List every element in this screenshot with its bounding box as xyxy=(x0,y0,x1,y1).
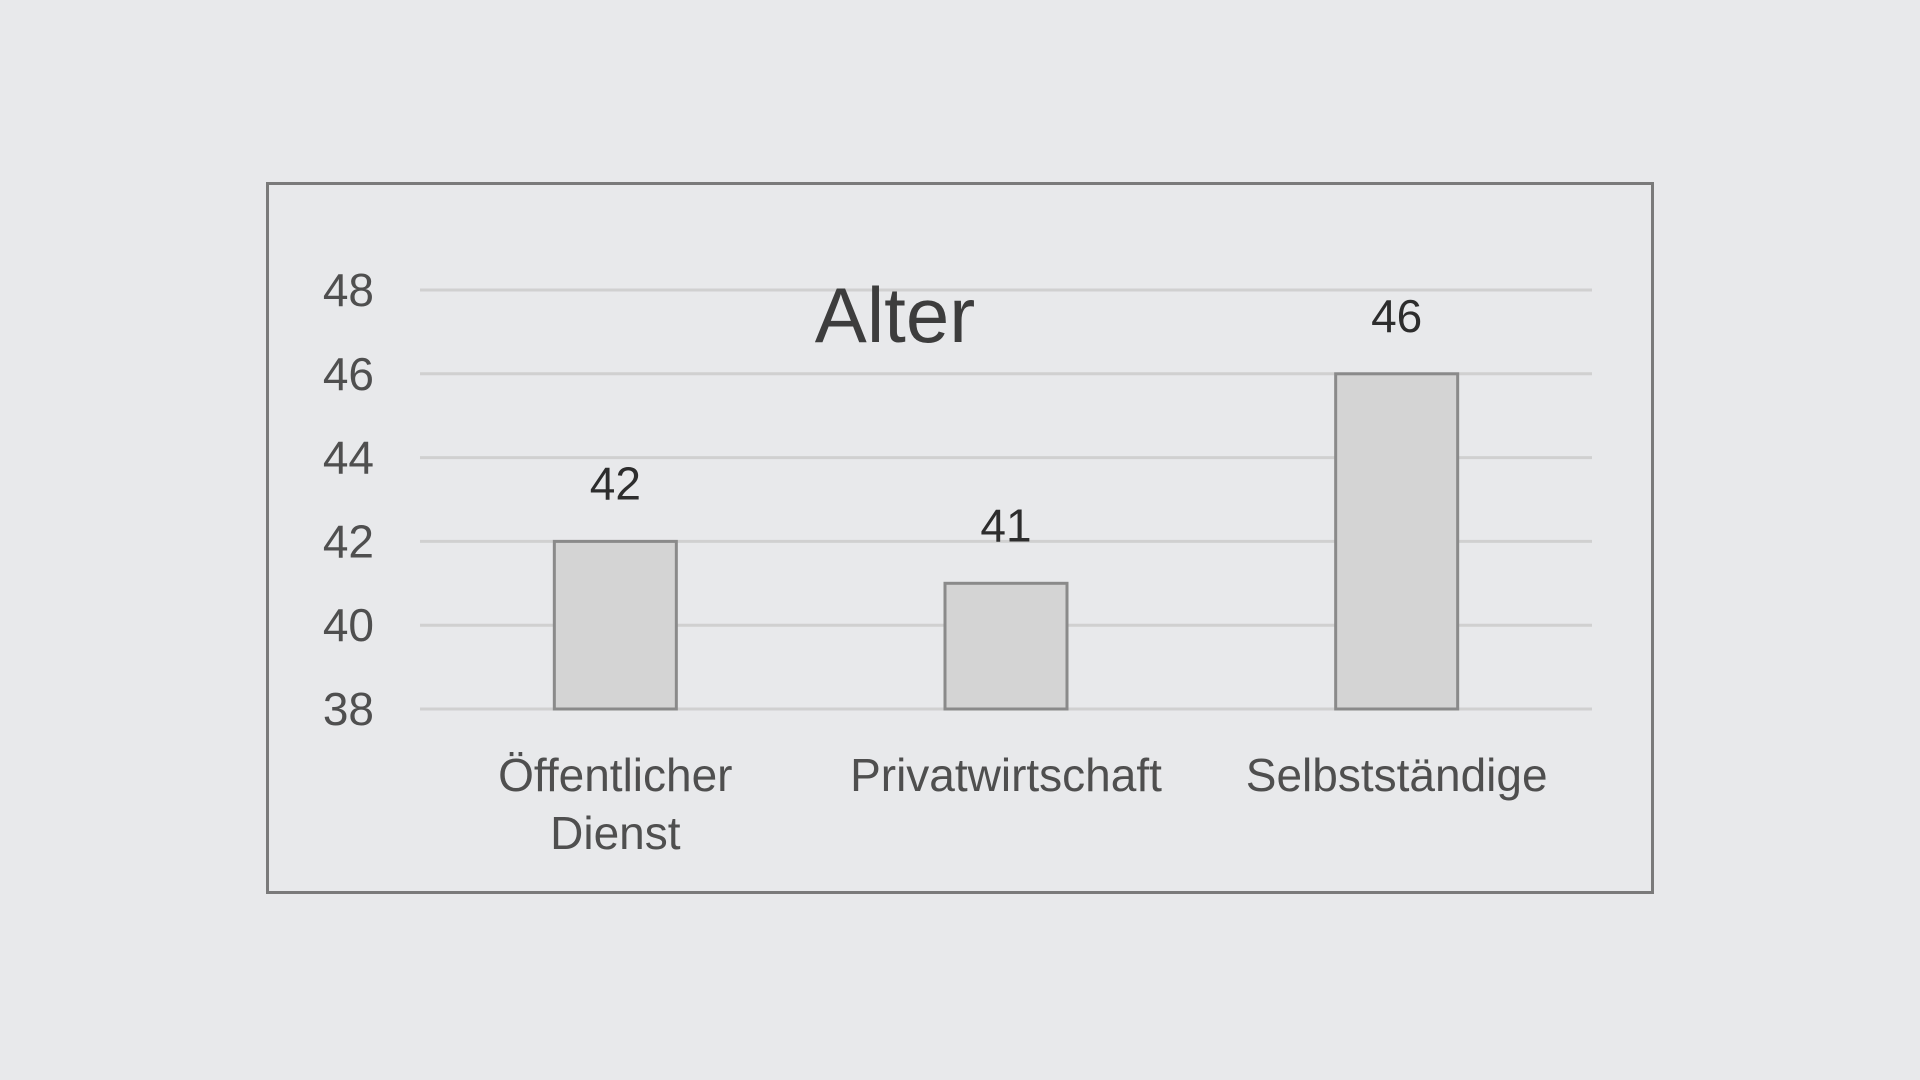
bar xyxy=(1334,372,1460,711)
data-label: 46 xyxy=(1371,290,1422,342)
y-tick-label: 44 xyxy=(323,432,374,484)
y-tick-label: 42 xyxy=(323,515,374,567)
y-tick-label: 40 xyxy=(323,599,374,651)
bars xyxy=(552,372,1460,711)
category-label: Selbstständige xyxy=(1246,749,1548,801)
y-tick-label: 48 xyxy=(323,264,374,316)
category-label: Privatwirtschaft xyxy=(850,749,1162,801)
y-tick-label: 46 xyxy=(323,348,374,400)
category-label: Dienst xyxy=(550,807,681,859)
y-tick-label: 38 xyxy=(323,683,374,735)
data-labels: 42 41 46 xyxy=(590,290,1423,552)
data-label: 41 xyxy=(980,499,1031,551)
bar xyxy=(552,539,678,711)
category-labels: Öffentlicher Dienst Privatwirtschaft Selbst… xyxy=(498,749,1547,859)
y-axis-ticks: 38 40 42 44 46 48 xyxy=(323,264,374,735)
chart-title: Alter xyxy=(815,271,975,359)
data-label: 42 xyxy=(590,457,641,509)
bar xyxy=(943,581,1069,711)
category-label: Öffentlicher xyxy=(498,749,732,801)
chart-frame xyxy=(266,182,1654,894)
